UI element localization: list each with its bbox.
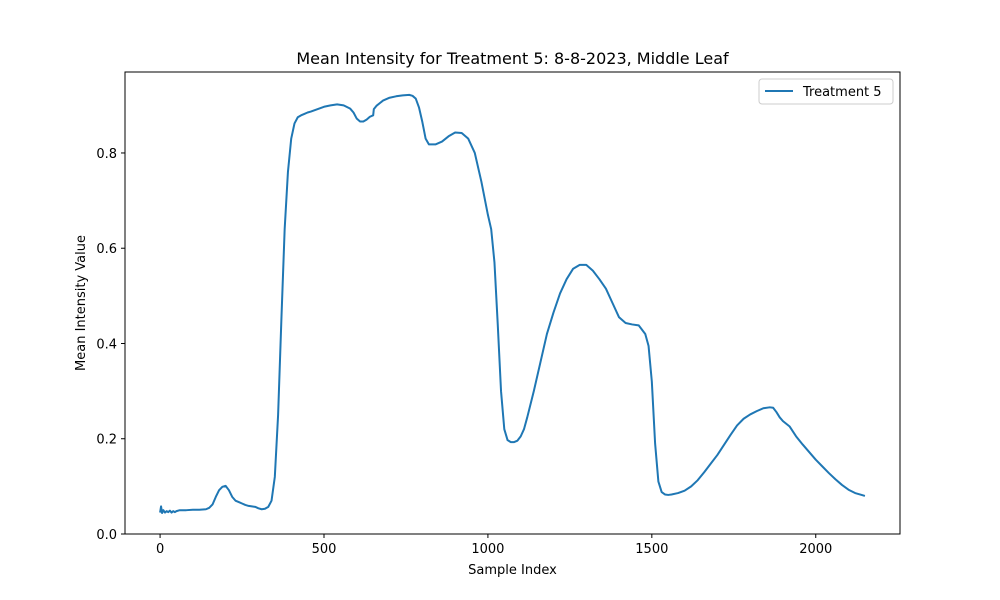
legend-box	[758, 78, 894, 105]
y-tick-label: 0.4	[96, 337, 117, 352]
x-tick-label: 500	[312, 542, 337, 557]
y-tick-label: 0.2	[96, 433, 117, 448]
series-line-0	[159, 93, 866, 515]
plot-area	[159, 93, 866, 515]
y-tick-label: 0.0	[96, 528, 117, 543]
plot-frame	[124, 71, 901, 535]
y-tick-label: 0.8	[96, 147, 117, 162]
x-tick-label: 1000	[471, 542, 504, 557]
legend-label: Treatment 5	[802, 85, 882, 100]
x-tick-label: 1500	[635, 542, 668, 557]
x-axis-label: Sample Index	[468, 563, 557, 578]
x-axis: 0 500 1000 1500 2000	[156, 534, 832, 557]
chart-title: Mean Intensity for Treatment 5: 8-8-2023…	[296, 49, 729, 68]
x-tick-label: 2000	[799, 542, 832, 557]
y-axis-label: Mean Intensity Value	[74, 235, 89, 371]
y-axis: 0.0 0.2 0.4 0.6 0.8	[96, 147, 125, 543]
legend: Treatment 5	[758, 78, 894, 105]
y-tick-label: 0.6	[96, 242, 117, 257]
x-tick-label: 0	[156, 542, 164, 557]
